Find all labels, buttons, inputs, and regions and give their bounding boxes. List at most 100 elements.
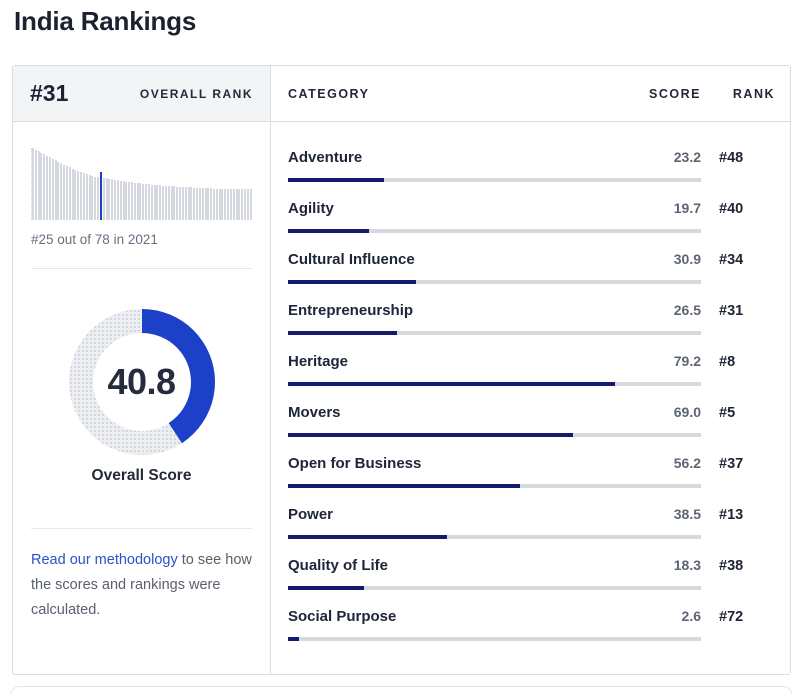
rank-bar: [224, 189, 227, 220]
rank-bar: [229, 189, 232, 220]
category-score-bar: [288, 280, 701, 284]
rank-bar: [179, 187, 182, 220]
category-row: Adventure 23.2 #48: [288, 131, 775, 182]
rank-bar: [65, 166, 68, 220]
column-header-score: SCORE: [649, 86, 701, 101]
column-header-rank: RANK: [732, 86, 775, 101]
category-score-bar-fill: [288, 331, 398, 335]
rank-bar: [82, 173, 85, 220]
category-rank: #5: [719, 405, 736, 421]
category-score-bar: [288, 637, 701, 641]
rank-bar: [201, 188, 204, 220]
rank-history-caption: #25 out of 78 in 2021: [31, 232, 158, 247]
category-rank: #8: [719, 354, 736, 370]
rankings-card: #31 OVERALL RANK #25 out of 78 in 2021 4…: [12, 65, 791, 675]
category-row: Power 38.5 #13: [288, 488, 775, 539]
rank-bar: [150, 185, 153, 220]
rank-bar: [204, 188, 207, 220]
rank-bar: [176, 187, 179, 220]
rank-bar: [136, 183, 139, 220]
category-row: Entrepreneurship 26.5 #31: [288, 284, 775, 335]
category-score: 56.2: [673, 455, 701, 471]
overall-score-label: Overall Score: [91, 467, 192, 484]
category-row: Agility 19.7 #40: [288, 182, 775, 233]
category-score-bar: [288, 484, 701, 488]
rank-bar: [196, 188, 199, 220]
category-name: Social Purpose: [288, 608, 397, 625]
rank-bar: [181, 187, 184, 220]
category-rank: #40: [719, 201, 744, 217]
rank-bar: [153, 185, 156, 220]
overall-rank-header: #31 OVERALL RANK: [13, 66, 270, 122]
rank-bar: [221, 189, 224, 220]
donut-hole: 40.8: [92, 333, 191, 431]
category-score-bar-fill: [288, 535, 447, 539]
rank-bar: [170, 186, 173, 220]
rank-bar: [68, 167, 71, 220]
table-header: CATEGORY SCORE RANK: [271, 66, 790, 122]
rank-bar: [190, 187, 193, 220]
category-score-bar-fill: [288, 433, 573, 437]
rank-bar: [74, 170, 77, 220]
category-score-bar-fill: [288, 382, 616, 386]
category-score-bar: [288, 535, 701, 539]
overall-panel-body: #25 out of 78 in 2021 40.8 Overall Score…: [13, 122, 270, 623]
rank-bar: [125, 182, 128, 220]
rank-bar: [218, 189, 221, 220]
rank-bar: [48, 157, 51, 220]
rank-bar: [198, 188, 201, 220]
rank-bar: [122, 181, 125, 220]
rank-bar: [119, 181, 122, 220]
category-row: Open for Business 56.2 #37: [288, 437, 775, 488]
rank-bar: [51, 159, 54, 220]
rank-bar: [94, 177, 97, 220]
rank-bar: [238, 189, 241, 220]
methodology-link[interactable]: Read our methodology: [31, 552, 178, 568]
category-score: 2.6: [681, 608, 701, 624]
category-rank: #13: [719, 507, 744, 523]
divider: [31, 528, 252, 529]
rank-bar: [32, 148, 34, 220]
rank-bar: [193, 188, 196, 220]
overall-rank-value: #31: [30, 80, 69, 106]
overall-score-donut: 40.8: [68, 309, 215, 455]
category-score: 38.5: [673, 506, 701, 522]
rank-bar: [130, 182, 133, 220]
rank-bar: [54, 160, 57, 220]
rank-bar: [85, 174, 88, 220]
rank-bar: [162, 186, 165, 220]
category-score: 79.2: [673, 353, 701, 369]
rank-bar: [244, 189, 247, 220]
category-name: Entrepreneurship: [288, 302, 414, 319]
category-rank: #31: [719, 303, 744, 319]
rank-bar: [164, 186, 167, 220]
rank-bar: [246, 189, 249, 220]
rank-bar: [63, 165, 66, 220]
rank-bar: [139, 183, 142, 220]
categories-panel: CATEGORY SCORE RANK Adventure 23.2 #48 Agil…: [271, 66, 790, 674]
rank-bar: [173, 186, 176, 220]
rank-bar: [215, 189, 218, 220]
category-score-bar: [288, 229, 701, 233]
column-header-category: CATEGORY: [288, 86, 370, 101]
rank-history-chart: [31, 148, 252, 220]
page-title: India Rankings: [14, 6, 197, 36]
overall-rank-label: OVERALL RANK: [139, 86, 253, 101]
rank-bar: [249, 189, 252, 220]
rank-bar: [91, 176, 94, 220]
category-name: Agility: [288, 200, 334, 217]
rank-bar: [167, 186, 170, 220]
rank-bar-highlight: [99, 172, 102, 220]
category-rank: #48: [719, 150, 744, 166]
methodology-rest: to see how the scores and rankings were …: [31, 552, 252, 618]
category-score-bar: [288, 586, 701, 590]
category-score-bar: [288, 331, 701, 335]
category-score-bar: [288, 433, 701, 437]
rank-bar: [128, 182, 131, 220]
rank-bar: [57, 162, 60, 220]
rank-bar: [159, 185, 162, 220]
rank-bar: [88, 175, 91, 220]
category-name: Cultural Influence: [288, 251, 415, 268]
rank-bar: [116, 180, 119, 220]
rank-bar: [108, 179, 111, 220]
